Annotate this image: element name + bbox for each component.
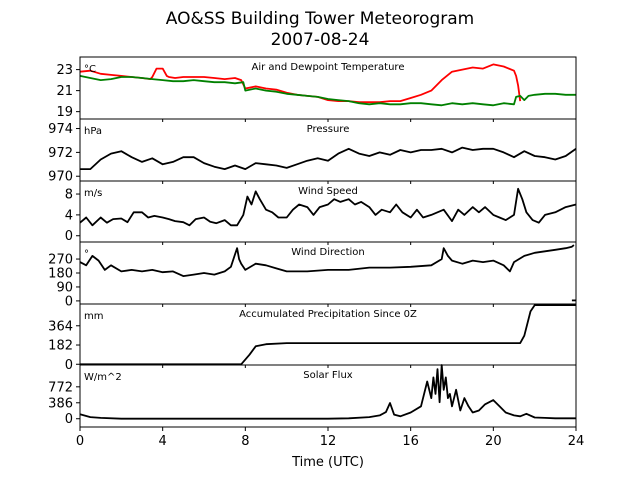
panel-5: 0 182 364 Accumulated Precipitation Since 0… [48, 303, 577, 373]
panel-4-ytick-label-2: 90 [56, 280, 73, 295]
panel-2-ytick-label-3: 974 [48, 122, 73, 137]
panel-3-series-1-line [79, 187, 577, 227]
x-tick-label-7: 24 [568, 434, 585, 449]
x-tick-label-6: 20 [485, 434, 502, 449]
panel-3-ytick-label-2: 4 [65, 208, 73, 223]
panel-4-ytick-label-4: 270 [48, 253, 73, 268]
x-tick-label-1: 0 [76, 434, 84, 449]
panel-1-ytick-label-3: 23 [56, 63, 73, 78]
x-axis-label: Time (UTC) [291, 455, 364, 470]
panel-3: 0 4 8 Wind Speed m/s [65, 180, 577, 245]
x-tick-label-2: 4 [159, 434, 167, 449]
panel-6-unit: W/m^2 [84, 372, 122, 383]
chart-subtitle: 2007-08-24 [271, 30, 370, 50]
panel-4-series-1-line [79, 244, 575, 278]
x-tick-label-5: 16 [402, 434, 419, 449]
panel-5-unit: mm [84, 311, 103, 322]
x-tick-label-3: 8 [241, 434, 249, 449]
panel-4-ytick-label-1: 0 [65, 294, 73, 309]
panel-3-unit: m/s [84, 188, 102, 199]
panel-6-ytick-label-2: 386 [48, 396, 73, 411]
panel-2: 970 972 974 Pressure hPa [48, 118, 577, 185]
panel-1-series-2-line [79, 75, 576, 107]
panel-6-title: Solar Flux [303, 370, 353, 381]
panel-1-series-1-line [79, 63, 522, 104]
panel-5-ytick-label-1: 0 [65, 358, 73, 373]
x-axis: 0 4 8 12 16 20 24 [76, 427, 584, 449]
panel-4-unit: ° [84, 249, 89, 260]
panel-5-series-1-line [80, 304, 576, 366]
panel-3-ytick-label-3: 8 [65, 188, 73, 203]
panel-3-title: Wind Speed [298, 186, 358, 197]
panel-2-ytick-label-1: 970 [48, 170, 73, 185]
panel-4-title: Wind Direction [291, 247, 365, 258]
panel-1-title: Air and Dewpoint Temperature [252, 62, 405, 73]
panel-6-ytick-label-3: 772 [48, 380, 73, 395]
panel-4-ytick-label-3: 180 [48, 267, 73, 282]
panel-6-ytick-label-1: 0 [65, 412, 73, 427]
panel-5-ytick-label-3: 364 [48, 319, 73, 334]
panel-2-ytick-label-2: 972 [48, 146, 73, 161]
panel-1-unit: °C [84, 64, 96, 75]
panel-2-title: Pressure [307, 124, 350, 135]
panel-3-ytick-label-1: 0 [65, 229, 73, 244]
chart-title: AO&SS Building Tower Meteorogram [166, 9, 474, 29]
panel-1-ytick-label-2: 21 [56, 84, 73, 99]
panel-1-ytick-label-1: 19 [56, 105, 73, 120]
panel-5-ytick-label-2: 182 [48, 339, 73, 354]
x-tick-label-4: 12 [320, 434, 337, 449]
panel-6-series-1-line [79, 364, 576, 420]
panel-5-title: Accumulated Precipitation Since 0Z [239, 309, 417, 320]
panel-2-series-1-line [80, 146, 577, 171]
panel-2-unit: hPa [84, 126, 102, 137]
panel-1: 19 21 23 Air and Dewpoint Temperature °C [56, 56, 577, 122]
